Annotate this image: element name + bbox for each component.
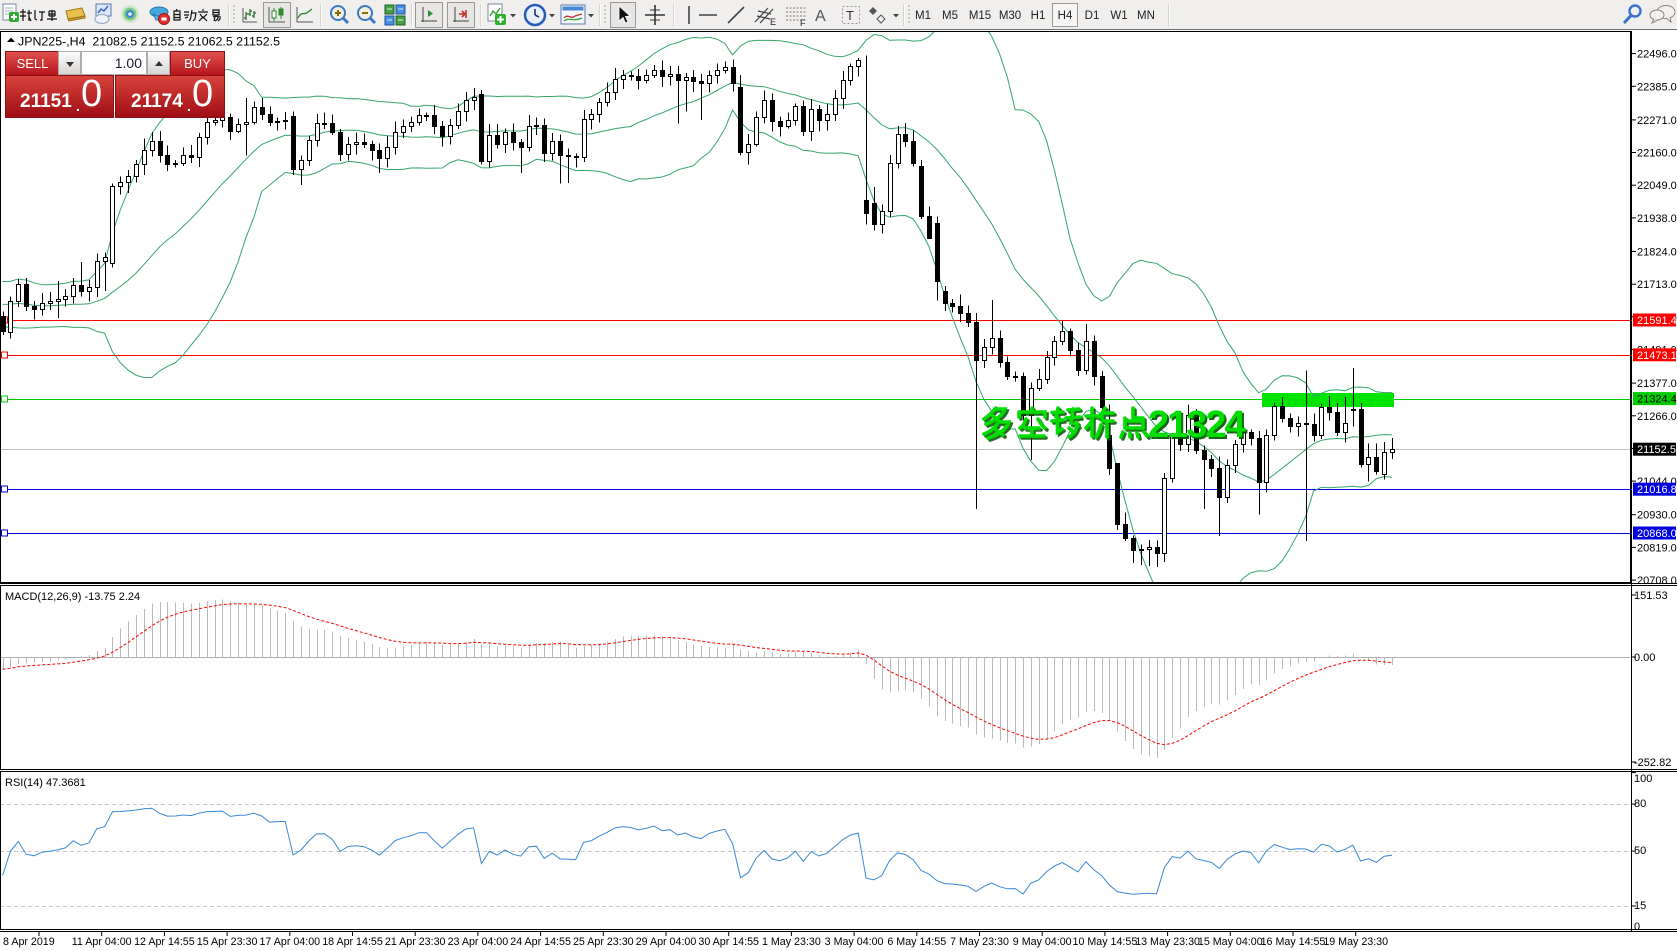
svg-text:11 Apr 04:00: 11 Apr 04:00 — [72, 936, 132, 948]
svg-text:E: E — [770, 17, 776, 27]
svg-text:30 Apr 14:55: 30 Apr 14:55 — [698, 936, 759, 948]
svg-text:17 Apr 04:00: 17 Apr 04:00 — [259, 936, 320, 948]
svg-text:MACD(12,26,9) -13.75 2.24: MACD(12,26,9) -13.75 2.24 — [5, 591, 140, 603]
svg-text:29 Apr 04:00: 29 Apr 04:00 — [636, 936, 697, 948]
svg-text:18 Apr 14:55: 18 Apr 14:55 — [322, 936, 383, 948]
svg-text:22049.0: 22049.0 — [1637, 180, 1677, 192]
svg-text:1 May 23:30: 1 May 23:30 — [762, 936, 821, 948]
svg-text:12 Apr 14:55: 12 Apr 14:55 — [134, 936, 195, 948]
svg-text:21591.4: 21591.4 — [1637, 315, 1677, 327]
svg-text:19 May 23:30: 19 May 23:30 — [1323, 936, 1388, 948]
svg-text:21152.5: 21152.5 — [1637, 444, 1676, 456]
svg-text:20930.0: 20930.0 — [1637, 510, 1677, 522]
svg-text:T: T — [846, 8, 854, 23]
svg-text:21377.0: 21377.0 — [1637, 378, 1677, 390]
svg-text:JPN225-,H4 21082.5 21152.5 21: JPN225-,H4 21082.5 21152.5 21062.5 21152… — [18, 35, 280, 49]
svg-text:24 Apr 14:55: 24 Apr 14:55 — [510, 936, 571, 948]
svg-text:3 May 04:00: 3 May 04:00 — [825, 936, 884, 948]
svg-text:100: 100 — [1634, 773, 1652, 785]
svg-text:22271.0: 22271.0 — [1637, 115, 1677, 127]
svg-text:H4: H4 — [1058, 10, 1073, 22]
svg-text:M30: M30 — [999, 10, 1021, 22]
svg-text:RSI(14) 47.3681: RSI(14) 47.3681 — [5, 777, 86, 789]
svg-text:20819.0: 20819.0 — [1637, 542, 1677, 554]
svg-text:7 May 23:30: 7 May 23:30 — [950, 936, 1009, 948]
svg-text:8 Apr 2019: 8 Apr 2019 — [3, 936, 55, 948]
svg-text:15 Apr 23:30: 15 Apr 23:30 — [197, 936, 258, 948]
svg-text:22496.0: 22496.0 — [1637, 49, 1677, 61]
svg-text:H1: H1 — [1031, 10, 1046, 22]
svg-text:50: 50 — [1634, 845, 1646, 857]
svg-text:23 Apr 04:00: 23 Apr 04:00 — [448, 936, 509, 948]
svg-text:M5: M5 — [942, 10, 958, 22]
svg-text:W1: W1 — [1110, 10, 1127, 22]
svg-text:MN: MN — [1137, 10, 1155, 22]
svg-text:22160.0: 22160.0 — [1637, 148, 1677, 160]
svg-text:80: 80 — [1634, 798, 1646, 810]
svg-text:9 May 04:00: 9 May 04:00 — [1013, 936, 1072, 948]
svg-text:21938.0: 21938.0 — [1637, 213, 1677, 225]
svg-text:21473.1: 21473.1 — [1637, 350, 1677, 362]
svg-text:6 May 14:55: 6 May 14:55 — [887, 936, 946, 948]
svg-text:21824.0: 21824.0 — [1637, 247, 1677, 259]
svg-text:21324: 21324 — [1150, 406, 1248, 448]
svg-text:21324: 21324 — [1148, 404, 1246, 446]
svg-text:21713.0: 21713.0 — [1637, 279, 1677, 291]
svg-text:A: A — [815, 8, 826, 25]
svg-text:21 Apr 23:30: 21 Apr 23:30 — [385, 936, 446, 948]
svg-text:21324.4: 21324.4 — [1637, 394, 1677, 406]
svg-text:15 May 04:00: 15 May 04:00 — [1198, 936, 1263, 948]
svg-text:M1: M1 — [915, 10, 931, 22]
svg-text:10 May 14:55: 10 May 14:55 — [1073, 936, 1138, 948]
svg-text:25 Apr 23:30: 25 Apr 23:30 — [573, 936, 634, 948]
svg-text:16 May 14:55: 16 May 14:55 — [1261, 936, 1326, 948]
svg-text:21016.8: 21016.8 — [1637, 484, 1677, 496]
svg-text:22385.0: 22385.0 — [1637, 81, 1677, 93]
svg-text:M15: M15 — [969, 10, 991, 22]
svg-text:21266.0: 21266.0 — [1637, 411, 1677, 423]
svg-text:151.53: 151.53 — [1634, 590, 1668, 602]
svg-text:0: 0 — [1634, 921, 1640, 933]
svg-text:-252.82: -252.82 — [1634, 757, 1671, 769]
svg-text:20868.0: 20868.0 — [1637, 528, 1677, 540]
svg-text:F: F — [800, 18, 806, 28]
svg-text:13 May 23:30: 13 May 23:30 — [1135, 936, 1200, 948]
svg-text:0.00: 0.00 — [1634, 652, 1655, 664]
svg-text:20708.0: 20708.0 — [1637, 575, 1677, 587]
svg-text:15: 15 — [1634, 900, 1646, 912]
svg-text:D1: D1 — [1085, 10, 1100, 22]
